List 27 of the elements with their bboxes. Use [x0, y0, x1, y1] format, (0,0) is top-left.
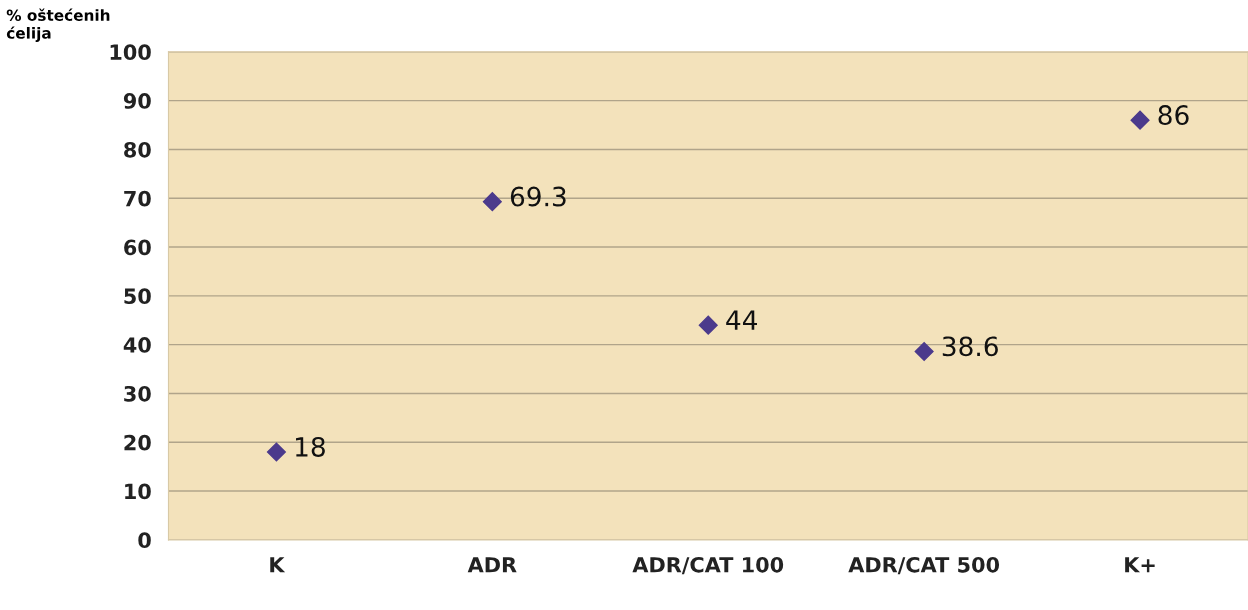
x-tick-label: ADR/CAT 500	[848, 556, 1000, 575]
x-tick-label: ADR	[467, 557, 517, 573]
y-tick-label: 30	[124, 385, 151, 402]
point	[1130, 110, 1150, 130]
data-label: 18	[296, 436, 325, 457]
y-tick-label: 80	[124, 141, 151, 158]
data-label: 38.6	[942, 336, 998, 357]
point	[266, 442, 286, 462]
data-label: 69.3	[510, 186, 566, 207]
y-tick-label: 10	[125, 483, 151, 500]
x-tick-label: ADR/CAT 100	[632, 556, 784, 575]
x-tick-label: K	[270, 557, 286, 573]
data-label: 86	[1158, 105, 1189, 126]
point	[698, 315, 718, 335]
y-tick-label: 70	[124, 190, 151, 207]
y-tick-label: 50	[124, 288, 151, 305]
data-label: 44	[726, 310, 758, 330]
y-tick-label: 0	[138, 532, 151, 549]
point	[914, 341, 934, 362]
y-tick-label: 60	[124, 239, 151, 256]
y-tick-label: 40	[123, 337, 151, 353]
y-tick-label: 90	[123, 93, 151, 109]
y-tick-label: 100	[110, 44, 151, 61]
x-tick-label: K+	[1125, 557, 1155, 573]
y-axis-title: % oštećenih ćelija	[6, 8, 110, 42]
point	[482, 192, 502, 212]
y-tick-label: 20	[124, 434, 151, 451]
